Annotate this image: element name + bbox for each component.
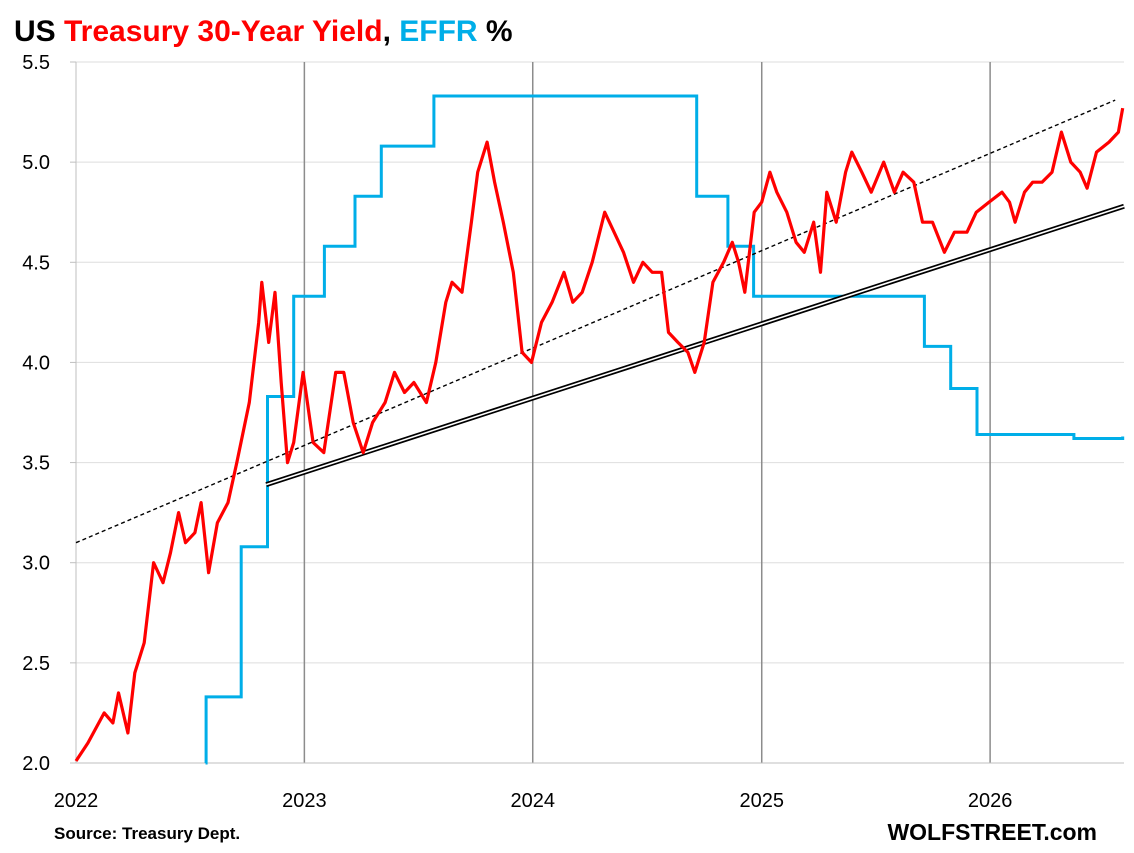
- x-tick-label: 2022: [54, 790, 99, 812]
- y-tick-labels: 2.0 2.5 3.0 3.5 4.0 4.5 5.0 5.5: [22, 52, 50, 775]
- title-part-3: EFFR: [399, 15, 478, 48]
- x-tick-label: 2024: [510, 790, 555, 812]
- y-tick-label: 3.0: [22, 553, 50, 575]
- y-tick-label: 5.5: [22, 52, 50, 74]
- series-layer: [74, 94, 1125, 765]
- trendline-dashed: [75, 99, 1116, 544]
- title-part-1: Treasury 30-Year Yield: [64, 15, 383, 48]
- horizontal-gridlines: [70, 61, 1124, 764]
- trendline-double-inner: [265, 205, 1125, 486]
- year-gridlines: [303, 62, 991, 763]
- chart-title: US Treasury 30-Year Yield, EFFR %: [14, 15, 513, 48]
- series-treasury-line: [74, 107, 1125, 762]
- y-tick-label: 5.0: [22, 152, 50, 174]
- title-part-4: %: [478, 15, 513, 48]
- watermark: WOLFSTREET.com: [887, 819, 1097, 845]
- x-tick-label: 2023: [282, 790, 327, 812]
- x-tick-labels: 2022 2023 2024 2025 2026: [54, 790, 1013, 812]
- y-tick-label: 2.0: [22, 753, 50, 775]
- series-effr-line: [204, 94, 1125, 765]
- title-part-2: ,: [383, 15, 400, 48]
- y-tick-label: 4.5: [22, 252, 50, 274]
- x-tick-label: 2025: [739, 790, 784, 812]
- y-tick-label: 3.5: [22, 453, 50, 475]
- y-tick-label: 2.5: [22, 653, 50, 675]
- y-tick-label: 4.0: [22, 352, 50, 374]
- source-note: Source: Treasury Dept.: [54, 824, 240, 843]
- x-tick-label: 2026: [968, 790, 1013, 812]
- title-part-0: US: [14, 15, 64, 48]
